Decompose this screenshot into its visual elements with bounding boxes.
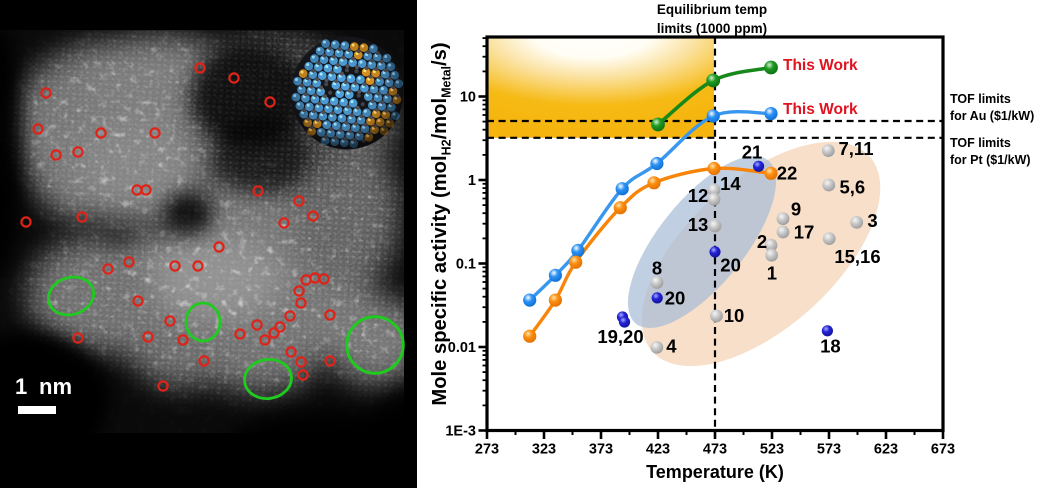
svg-text:573: 573 xyxy=(817,442,841,458)
svg-text:nm: nm xyxy=(39,374,72,399)
svg-text:Temperature (K): Temperature (K) xyxy=(646,462,784,482)
svg-text:8: 8 xyxy=(652,258,662,279)
svg-text:19,20: 19,20 xyxy=(597,326,643,347)
svg-text:323: 323 xyxy=(532,442,556,458)
svg-text:17: 17 xyxy=(794,221,815,242)
svg-text:15,16: 15,16 xyxy=(834,246,880,267)
svg-text:This Work: This Work xyxy=(783,57,858,74)
svg-text:limits (1000 ppm): limits (1000 ppm) xyxy=(657,21,767,36)
svg-text:Equilibrium temp: Equilibrium temp xyxy=(657,2,767,17)
svg-text:13: 13 xyxy=(688,214,709,235)
svg-text:423: 423 xyxy=(646,442,670,458)
svg-text:TOF limits: TOF limits xyxy=(950,92,1011,106)
svg-text:9: 9 xyxy=(791,199,801,220)
svg-text:273: 273 xyxy=(475,442,499,458)
svg-text:1: 1 xyxy=(468,173,476,189)
svg-text:623: 623 xyxy=(874,442,898,458)
svg-text:for Au ($1/kW): for Au ($1/kW) xyxy=(950,109,1034,123)
svg-text:0.1: 0.1 xyxy=(456,257,476,273)
svg-text:for Pt ($1/kW): for Pt ($1/kW) xyxy=(950,153,1031,167)
svg-text:21: 21 xyxy=(742,142,763,163)
svg-text:20: 20 xyxy=(720,255,741,276)
svg-text:5,6: 5,6 xyxy=(839,176,865,197)
svg-text:7,11: 7,11 xyxy=(839,138,874,159)
svg-text:373: 373 xyxy=(589,442,613,458)
svg-text:1E-3: 1E-3 xyxy=(445,424,476,440)
svg-text:22: 22 xyxy=(777,163,798,184)
svg-text:20: 20 xyxy=(665,287,686,308)
svg-text:4: 4 xyxy=(666,335,677,356)
svg-text:10: 10 xyxy=(460,90,476,106)
svg-text:1: 1 xyxy=(767,263,777,284)
svg-text:This Work: This Work xyxy=(783,101,858,118)
svg-text:0.01: 0.01 xyxy=(448,340,476,356)
svg-text:3: 3 xyxy=(867,210,877,231)
svg-text:673: 673 xyxy=(931,442,955,458)
svg-text:473: 473 xyxy=(703,442,727,458)
svg-text:TOF limits: TOF limits xyxy=(950,136,1011,150)
svg-text:Mole specific activity (molH2/: Mole specific activity (molH2/molMetal/s… xyxy=(429,42,454,405)
svg-text:523: 523 xyxy=(760,442,784,458)
svg-text:12: 12 xyxy=(688,185,709,206)
svg-text:10: 10 xyxy=(724,305,745,326)
svg-text:2: 2 xyxy=(757,231,767,252)
svg-text:14: 14 xyxy=(720,173,741,194)
svg-text:1: 1 xyxy=(15,374,27,399)
svg-text:18: 18 xyxy=(820,335,841,356)
